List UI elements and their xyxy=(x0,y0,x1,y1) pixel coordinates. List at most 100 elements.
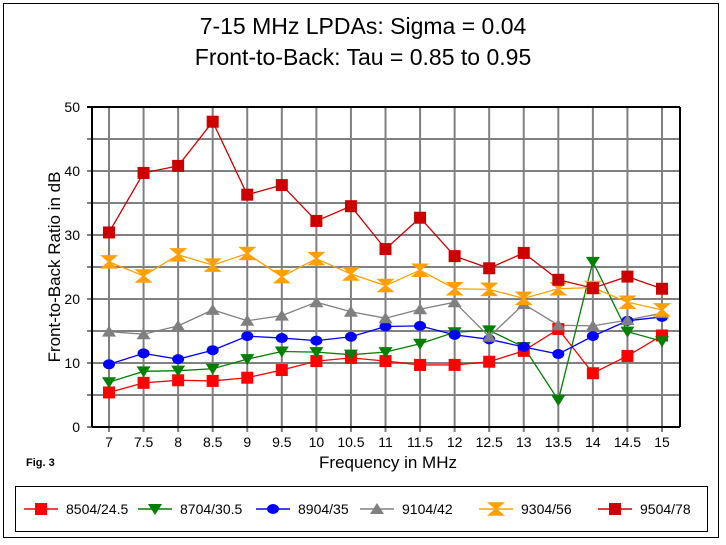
data-point-square xyxy=(517,246,530,259)
data-point-square xyxy=(621,349,634,362)
data-point-hourglass xyxy=(486,502,506,516)
data-point-triangle-down xyxy=(148,504,162,515)
data-point-square xyxy=(586,367,599,380)
data-point-hourglass xyxy=(618,295,637,309)
y-tick-label: 30 xyxy=(64,227,80,243)
legend-label: 8704/30.5 xyxy=(180,501,243,517)
figure-label: Fig. 3 xyxy=(26,457,55,469)
series-markers-9304-56 xyxy=(99,246,672,317)
legend-swatch xyxy=(256,504,290,514)
data-point-circle xyxy=(267,504,279,514)
data-point-square xyxy=(275,179,288,192)
legend-item: 9104/42 xyxy=(360,487,453,531)
x-tick-label: 12 xyxy=(447,434,463,450)
legend-swatch xyxy=(24,503,58,515)
x-tick-label: 8.5 xyxy=(203,434,223,450)
data-point-hourglass xyxy=(307,251,326,266)
data-point-square xyxy=(310,355,323,368)
legend-label: 8904/35 xyxy=(298,501,349,517)
data-point-square xyxy=(172,159,185,172)
data-point-hourglass xyxy=(445,282,464,296)
data-point-triangle-up xyxy=(343,305,358,317)
data-point-triangle-up xyxy=(585,319,600,331)
legend-item: 8704/30.5 xyxy=(138,487,242,531)
data-point-circle xyxy=(275,333,288,344)
data-point-hourglass xyxy=(272,269,291,284)
data-point-triangle-down xyxy=(205,363,220,375)
data-point-triangle-up xyxy=(378,312,393,324)
y-axis-title: Front-to-Back Ratio in dB xyxy=(45,172,64,363)
data-point-triangle-down xyxy=(413,338,428,350)
data-point-triangle-up xyxy=(205,303,220,315)
data-point-square xyxy=(621,270,634,283)
x-tick-label: 11 xyxy=(378,434,393,450)
x-tick-label: 12.5 xyxy=(476,434,503,450)
data-point-circle xyxy=(310,335,323,346)
x-axis-title: Frequency in MHz xyxy=(319,453,457,472)
data-point-square xyxy=(241,188,254,201)
data-point-square xyxy=(172,374,185,387)
data-point-square xyxy=(137,166,150,179)
data-point-triangle-down xyxy=(171,365,186,377)
data-point-square xyxy=(414,211,427,224)
data-point-square xyxy=(656,282,668,295)
data-point-square xyxy=(103,226,115,239)
data-point-square xyxy=(137,376,150,389)
data-point-square xyxy=(609,503,621,515)
legend-label: 9304/56 xyxy=(521,501,572,517)
data-point-triangle-up xyxy=(102,325,116,337)
x-tick-label: 10 xyxy=(309,434,325,450)
data-point-square xyxy=(241,371,254,384)
data-point-circle xyxy=(448,329,461,340)
data-point-hourglass xyxy=(411,263,430,277)
data-point-square xyxy=(103,386,115,399)
data-point-square xyxy=(310,214,323,227)
data-point-hourglass xyxy=(203,258,222,272)
data-point-circle xyxy=(241,331,254,342)
x-tick-label: 13.5 xyxy=(545,434,572,450)
data-point-circle xyxy=(552,349,565,360)
data-point-circle xyxy=(414,320,427,331)
data-point-square xyxy=(206,374,219,387)
legend-swatch xyxy=(138,504,172,515)
legend-item: 8904/35 xyxy=(256,487,349,531)
x-tick-label: 14.5 xyxy=(614,434,641,450)
data-point-square xyxy=(483,262,496,275)
x-tick-label: 8 xyxy=(174,434,182,450)
data-point-square xyxy=(483,355,496,368)
x-tick-label: 9 xyxy=(243,434,251,450)
data-point-triangle-down xyxy=(551,395,566,407)
legend-item: 9504/78 xyxy=(598,487,691,531)
data-point-square xyxy=(414,358,427,371)
x-tick-label: 9.5 xyxy=(272,434,292,450)
data-point-circle xyxy=(344,331,357,342)
series-layer xyxy=(99,115,672,407)
data-point-triangle-up xyxy=(309,296,324,308)
legend-label: 9504/78 xyxy=(640,501,691,517)
legend-item: 9304/56 xyxy=(479,487,572,531)
chart-title: 7-15 MHz LPDAs: Sigma = 0.04 xyxy=(199,13,527,39)
series-markers-8704-30.5 xyxy=(102,256,669,407)
data-point-circle xyxy=(586,331,599,342)
x-tick-label: 11.5 xyxy=(407,434,433,450)
data-point-hourglass xyxy=(99,255,119,269)
series-markers-9504-78 xyxy=(103,115,668,295)
data-point-hourglass xyxy=(376,278,395,293)
y-tick-label: 20 xyxy=(64,291,80,307)
data-point-hourglass xyxy=(238,246,257,261)
legend-swatch xyxy=(360,503,394,514)
y-tick-label: 50 xyxy=(64,99,80,115)
axis-layer: 0 10 20 30 40 50 7 7.5 8 8.5 9 9.5 10 10.5 11 11.5 12 12.… xyxy=(64,99,681,450)
data-point-triangle-up xyxy=(370,503,384,514)
data-point-square xyxy=(206,115,219,128)
data-point-triangle-down xyxy=(136,366,151,378)
legend-swatch xyxy=(598,503,632,515)
legend-swatch xyxy=(479,502,513,516)
legend-label: 9104/42 xyxy=(402,501,453,517)
x-tick-label: 14 xyxy=(585,434,601,450)
data-point-triangle-up xyxy=(447,296,462,308)
data-point-triangle-up xyxy=(482,330,497,342)
data-point-hourglass xyxy=(514,291,533,306)
data-point-triangle-down xyxy=(620,326,635,338)
